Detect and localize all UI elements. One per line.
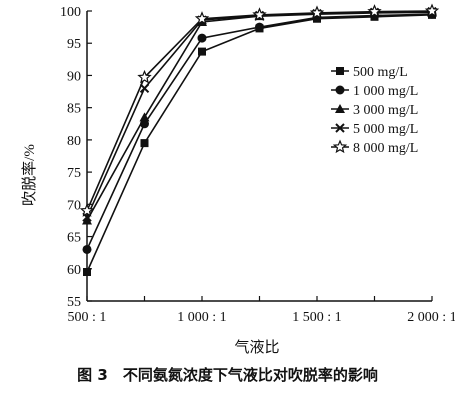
- legend-item: 500 mg/L: [331, 65, 408, 80]
- x-tick-label: 1 500 : 1: [292, 310, 341, 325]
- legend-label: 3 000 mg/L: [353, 103, 418, 118]
- legend-item: 5 000 mg/L: [331, 122, 418, 137]
- legend-marker: [335, 123, 345, 133]
- y-tick-label: 75: [67, 166, 81, 181]
- legend-marker: [336, 67, 344, 75]
- data-point: [140, 139, 149, 148]
- data-point: [139, 112, 150, 122]
- y-tick-label: 55: [67, 295, 81, 310]
- data-point: [255, 22, 264, 32]
- legend-label: 8 000 mg/L: [353, 141, 418, 156]
- data-point: [194, 11, 210, 25]
- legend-item: 1 000 mg/L: [331, 84, 418, 99]
- y-tick-label: 70: [67, 198, 81, 213]
- chart-series: [79, 3, 440, 276]
- figure-caption: 图 3 不同氨氮浓度下气液比对吹脱率的影响: [77, 366, 378, 384]
- data-point: [139, 83, 150, 94]
- data-point: [424, 3, 440, 18]
- data-point: [83, 268, 91, 276]
- data-point: [197, 33, 207, 43]
- y-tick-label: 90: [67, 69, 81, 84]
- data-point: [309, 5, 325, 20]
- legend-marker: [332, 139, 348, 154]
- data-point: [198, 47, 206, 56]
- y-axis-label: 吹脱率/%: [21, 144, 38, 206]
- x-axis-label: 气液比: [234, 339, 279, 356]
- x-tick-label: 1 000 : 1: [177, 310, 226, 325]
- y-tick-label: 95: [67, 37, 81, 52]
- legend-marker: [335, 85, 345, 95]
- data-point: [367, 4, 382, 18]
- data-point: [252, 7, 267, 21]
- y-tick-label: 100: [60, 5, 81, 20]
- legend-label: 5 000 mg/L: [353, 122, 418, 137]
- x-tick-label: 2 000 : 1: [407, 310, 455, 325]
- data-point: [137, 69, 152, 84]
- legend-label: 1 000 mg/L: [353, 84, 418, 99]
- chart-legend: 500 mg/L 1 000 mg/L 3 000 mg/L 5 000 mg/L 8 …: [331, 65, 418, 156]
- series-5: [79, 3, 440, 217]
- legend-label: 500 mg/L: [353, 65, 408, 80]
- chart-axes: 55 60 65 70 75 80 85 90 95 100 500 : 1 1 000 : 1 1 5…: [60, 5, 455, 325]
- y-tick-label: 60: [67, 263, 81, 278]
- data-point: [82, 244, 92, 254]
- legend-marker: [335, 104, 345, 113]
- y-tick-label: 85: [67, 102, 81, 117]
- legend-item: 3 000 mg/L: [331, 103, 418, 118]
- y-tick-label: 80: [67, 134, 81, 149]
- y-tick-label: 65: [67, 231, 81, 246]
- data-point: [82, 215, 92, 225]
- data-point: [79, 203, 95, 217]
- legend-item: 8 000 mg/L: [331, 139, 418, 156]
- x-tick-label: 500 : 1: [68, 310, 107, 325]
